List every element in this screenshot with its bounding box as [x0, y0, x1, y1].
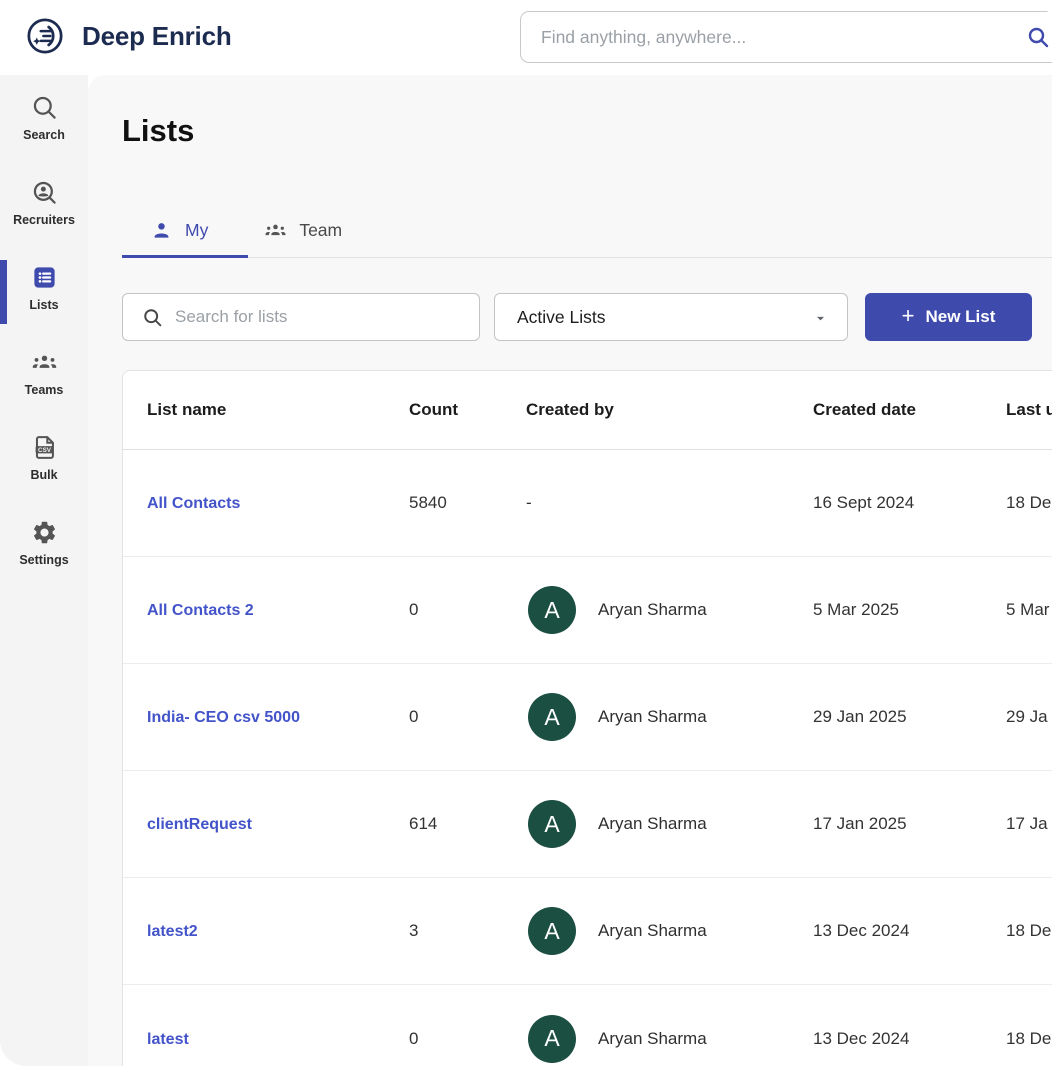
list-name-link[interactable]: India- CEO csv 5000	[147, 709, 300, 726]
list-name-link[interactable]: latest	[147, 1031, 189, 1048]
plus-icon: +	[902, 305, 915, 327]
sidebar-item-label: Lists	[29, 298, 58, 312]
created-by-cell: Aryan Sharma	[598, 600, 707, 620]
tab-team[interactable]: Team	[248, 209, 358, 258]
sidebar-item-label: Recruiters	[13, 213, 75, 227]
active-indicator	[0, 260, 7, 324]
search-icon	[142, 307, 163, 328]
table-row: All Contacts 5840 - 16 Sept 2024 18 De	[123, 450, 1052, 557]
created-date-cell: 29 Jan 2025	[813, 707, 1006, 727]
sidebar: Search Recruiters	[0, 75, 88, 1066]
sidebar-item-teams[interactable]: Teams	[0, 342, 88, 427]
new-list-label: New List	[925, 307, 995, 327]
table-row: latest2 3 A Aryan Sharma 13 Dec 2024 18 …	[123, 878, 1052, 985]
csv-file-icon: CSV	[31, 434, 58, 461]
gear-icon	[31, 519, 58, 546]
count-cell: 614	[409, 814, 526, 834]
tab-my[interactable]: My	[122, 209, 248, 258]
brand-logo-icon	[26, 17, 64, 55]
global-search-input[interactable]	[520, 11, 1052, 63]
column-header-last-updated: Last u	[1006, 400, 1052, 420]
count-cell: 0	[409, 707, 526, 727]
list-search-input[interactable]	[122, 293, 480, 341]
svg-text:CSV: CSV	[38, 447, 52, 454]
sidebar-item-label: Teams	[25, 383, 64, 397]
brand-name: Deep Enrich	[82, 21, 232, 52]
search-icon	[31, 94, 58, 121]
last-updated-cell: 5 Mar	[1006, 600, 1052, 620]
avatar: A	[528, 800, 576, 848]
count-cell: 5840	[409, 493, 526, 513]
last-updated-cell: 29 Ja	[1006, 707, 1052, 727]
avatar: A	[528, 693, 576, 741]
created-date-cell: 5 Mar 2025	[813, 600, 1006, 620]
avatar: A	[528, 907, 576, 955]
last-updated-cell: 17 Ja	[1006, 814, 1052, 834]
selected-filter: Active Lists	[517, 307, 606, 328]
recruiter-search-icon	[31, 179, 58, 206]
table-row: All Contacts 2 0 A Aryan Sharma 5 Mar 20…	[123, 557, 1052, 664]
tab-label: My	[185, 220, 208, 241]
global-search-icon[interactable]	[1026, 25, 1050, 49]
app-window: Deep Enrich Search	[0, 0, 1052, 1066]
created-date-cell: 16 Sept 2024	[813, 493, 1006, 513]
brand: Deep Enrich	[26, 17, 232, 55]
groups-icon	[264, 219, 287, 242]
sidebar-item-bulk[interactable]: CSV Bulk	[0, 427, 88, 512]
table-header: List name Count Created by Created date …	[123, 371, 1052, 450]
groups-icon	[31, 349, 58, 376]
sidebar-item-label: Settings	[19, 553, 68, 567]
avatar: A	[528, 1015, 576, 1063]
top-bar: Deep Enrich	[0, 0, 1052, 75]
created-by-cell: -	[526, 493, 532, 513]
sidebar-item-lists[interactable]: Lists	[0, 257, 88, 342]
list-search	[122, 293, 480, 341]
sidebar-item-label: Bulk	[30, 468, 57, 482]
count-cell: 0	[409, 600, 526, 620]
created-date-cell: 13 Dec 2024	[813, 1029, 1006, 1049]
column-header-list-name: List name	[123, 400, 409, 420]
created-by-cell: Aryan Sharma	[598, 921, 707, 941]
tab-bar: My Team	[122, 209, 1052, 258]
column-header-created-date: Created date	[813, 400, 1006, 420]
global-search	[520, 11, 1052, 63]
table-row: India- CEO csv 5000 0 A Aryan Sharma 29 …	[123, 664, 1052, 771]
list-controls: Active Lists + New List	[122, 293, 1052, 341]
sidebar-item-label: Search	[23, 128, 65, 142]
count-cell: 3	[409, 921, 526, 941]
table-row: clientRequest 614 A Aryan Sharma 17 Jan …	[123, 771, 1052, 878]
last-updated-cell: 18 De	[1006, 493, 1052, 513]
tab-label: Team	[299, 220, 342, 241]
created-by-cell: Aryan Sharma	[598, 707, 707, 727]
created-by-cell: Aryan Sharma	[598, 814, 707, 834]
count-cell: 0	[409, 1029, 526, 1049]
sidebar-item-search[interactable]: Search	[0, 87, 88, 172]
list-name-link[interactable]: All Contacts 2	[147, 602, 254, 619]
sidebar-item-settings[interactable]: Settings	[0, 512, 88, 597]
column-header-created-by: Created by	[526, 400, 813, 420]
list-name-link[interactable]: All Contacts	[147, 495, 240, 512]
chevron-down-icon	[814, 312, 827, 325]
avatar: A	[528, 586, 576, 634]
created-by-cell: Aryan Sharma	[598, 1029, 707, 1049]
list-name-link[interactable]: latest2	[147, 923, 198, 940]
created-date-cell: 17 Jan 2025	[813, 814, 1006, 834]
created-date-cell: 13 Dec 2024	[813, 921, 1006, 941]
lists-table: List name Count Created by Created date …	[122, 370, 1052, 1066]
last-updated-cell: 18 De	[1006, 1029, 1052, 1049]
new-list-button[interactable]: + New List	[865, 293, 1032, 341]
last-updated-cell: 18 De	[1006, 921, 1052, 941]
person-icon	[150, 219, 173, 242]
main-content: Lists My	[88, 75, 1052, 1066]
table-row: latest 0 A Aryan Sharma 13 Dec 2024 18 D…	[123, 985, 1052, 1066]
page-title: Lists	[122, 113, 1052, 149]
list-name-link[interactable]: clientRequest	[147, 816, 252, 833]
list-icon	[31, 264, 58, 291]
list-filter-select[interactable]: Active Lists	[494, 293, 848, 341]
sidebar-item-recruiters[interactable]: Recruiters	[0, 172, 88, 257]
column-header-count: Count	[409, 400, 526, 420]
